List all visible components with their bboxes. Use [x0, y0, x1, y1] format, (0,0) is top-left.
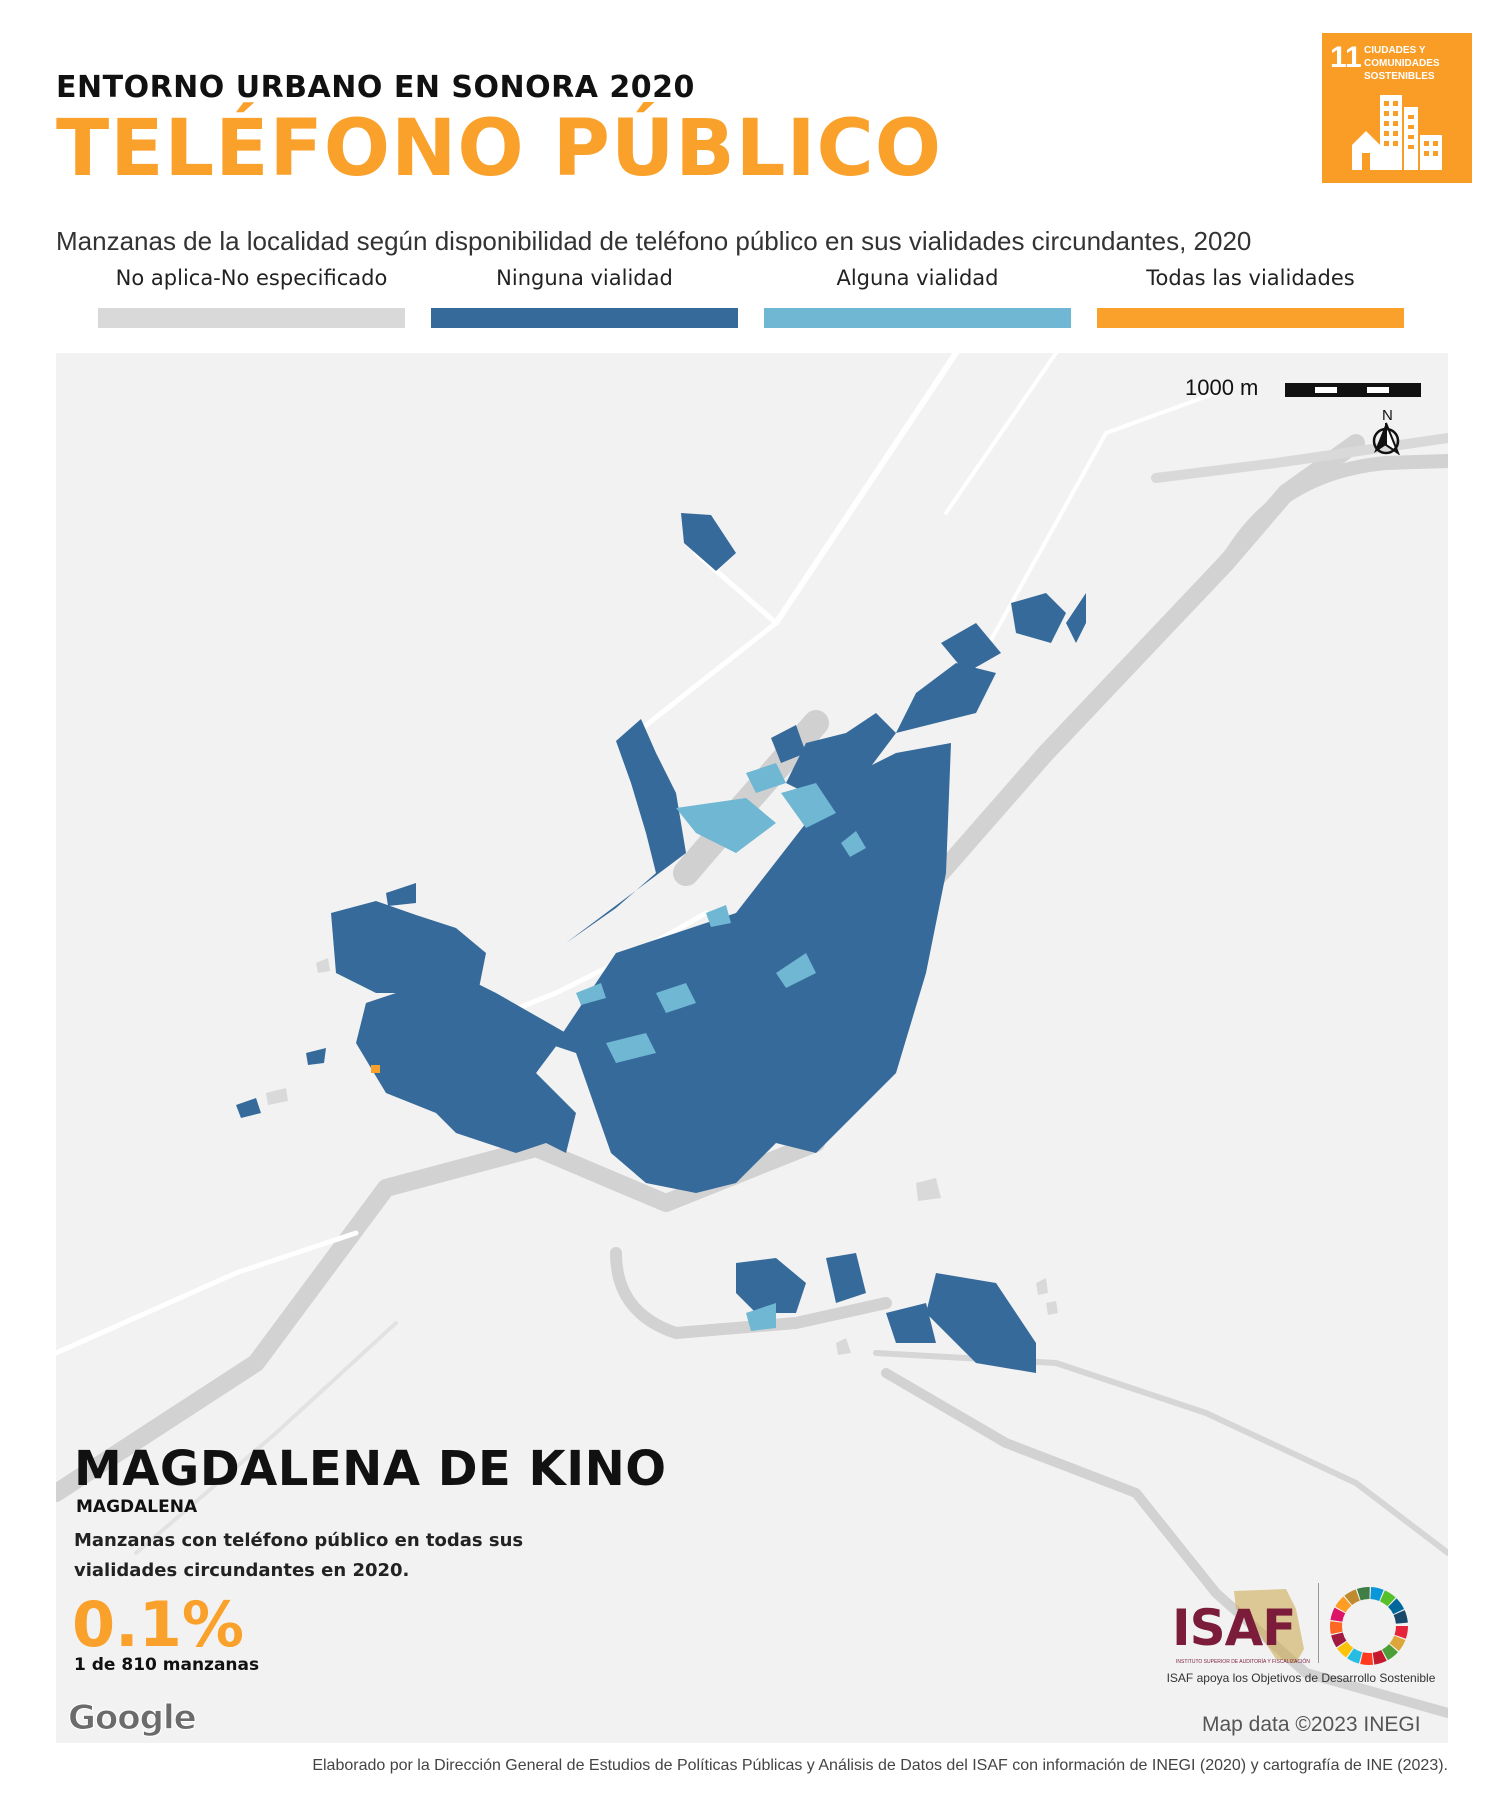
legend-label: Ninguna vialidad [496, 266, 673, 290]
legend-item-ninguna: Ninguna vialidad [431, 266, 738, 328]
legend-swatch [1097, 308, 1404, 328]
road-south [610, 1247, 892, 1339]
road-north [773, 353, 959, 626]
google-logo: Google [68, 1698, 198, 1739]
far-ne [1011, 593, 1066, 643]
stat-value: 0.1% [72, 1588, 244, 1661]
na-6 [316, 958, 330, 973]
legend-swatch [431, 308, 738, 328]
isaf-wordmark: ISAF [1172, 1599, 1296, 1657]
legend-label: Alguna vialidad [836, 266, 999, 290]
legend-item-todas: Todas las vialidades [1097, 266, 1404, 328]
sw-small [236, 1098, 261, 1118]
ne-small [941, 623, 1001, 673]
alguna-3 [746, 763, 786, 793]
alguna-9 [706, 905, 731, 927]
legend: No aplica-No especificado Ninguna vialid… [98, 266, 1408, 328]
alguna-5 [656, 983, 696, 1013]
road-east-upper [954, 391, 1218, 705]
far-north [681, 513, 736, 571]
municipality-name: MAGDALENA [76, 1497, 198, 1517]
legend-item-no-aplica: No aplica-No especificado [98, 266, 405, 328]
road-sw-2 [134, 1321, 398, 1555]
scale-bar [1285, 383, 1421, 397]
place-name: MAGDALENA DE KINO [74, 1441, 667, 1497]
page-title: TELÉFONO PÚBLICO [56, 104, 943, 194]
alguna-6 [776, 953, 816, 988]
pretitle: ENTORNO URBANO EN SONORA 2020 [56, 70, 695, 105]
blocks-ninguna-vialidad [236, 513, 1086, 1373]
alguna-7 [576, 983, 606, 1005]
northwest-district [331, 901, 486, 1003]
road-north-link [633, 550, 779, 736]
ne-cluster [896, 663, 996, 733]
w-small [306, 1048, 326, 1065]
divider [1318, 1583, 1319, 1663]
alguna-1 [676, 798, 776, 853]
road-west [503, 910, 709, 1016]
blocks-no-aplica [266, 958, 1058, 1355]
na-3 [1036, 1278, 1048, 1295]
ne-tip [1066, 593, 1086, 643]
se-small [886, 1303, 936, 1343]
north-cluster [786, 713, 896, 803]
isaf-tagline: ISAF apoya los Objetivos de Desarrollo S… [1166, 1671, 1436, 1685]
alguna-10 [841, 831, 866, 857]
north-strip [566, 719, 686, 943]
legend-label: No aplica-No especificado [115, 266, 388, 290]
blocks-alguna-vialidad [576, 763, 866, 1331]
central-strip [626, 943, 736, 1003]
stat-description: Manzanas con teléfono público en todas s… [74, 1530, 524, 1581]
sdg-label: CIUDADES Y COMUNIDADES SOSTENIBLES [1364, 45, 1440, 82]
road-north-2 [944, 353, 1058, 515]
south-cluster [736, 1258, 806, 1313]
sdg-11-badge: 11 CIUDADES Y COMUNIDADES SOSTENIBLES [1322, 33, 1472, 183]
scale-label: 1000 m [1185, 375, 1259, 400]
na-2 [916, 1178, 941, 1201]
city-buildings-icon [1352, 95, 1442, 170]
map-attribution[interactable]: Map data ©2023 INEGI [1202, 1713, 1421, 1736]
road-se [881, 1368, 1448, 1718]
nw-small [386, 883, 416, 906]
isaf-logo-block: ISAF INSTITUTO SUPERIOR DE AUDITORÍA Y F… [1156, 1583, 1446, 1693]
north-label: N [1382, 407, 1393, 424]
na-5 [836, 1338, 851, 1355]
highway-loop [1219, 454, 1448, 570]
small-north [771, 725, 806, 763]
map[interactable]: 1000 m N MAGDALENA DE KINO MAGDALENA Man… [56, 353, 1448, 1743]
map-canvas[interactable] [56, 353, 1448, 1743]
alguna-2 [781, 783, 836, 828]
legend-item-alguna: Alguna vialidad [764, 266, 1071, 328]
alguna-4 [606, 1033, 656, 1063]
main-city-blocks [526, 743, 951, 1193]
west-district [356, 973, 576, 1153]
sonora-map-icon [1234, 1589, 1304, 1663]
isaf-subtext: INSTITUTO SUPERIOR DE AUDITORÍA Y FISCAL… [1176, 1659, 1310, 1665]
sdg-number: 11 [1330, 41, 1362, 74]
sdg-wheel-icon [1329, 1587, 1408, 1665]
legend-label: Todas las vialidades [1146, 266, 1355, 290]
subtitle: Manzanas de la localidad según disponibi… [56, 226, 1252, 256]
footer-credit: Elaborado por la Dirección General de Es… [312, 1757, 1448, 1774]
alguna-8 [746, 1303, 776, 1331]
south-small [826, 1253, 866, 1303]
stat-count: 1 de 810 manzanas [74, 1655, 260, 1675]
na-1 [266, 1088, 288, 1105]
legend-swatch [764, 308, 1071, 328]
na-4 [1046, 1301, 1058, 1315]
north-arrow-icon [1372, 422, 1400, 455]
road-sw [56, 1230, 359, 1356]
se-district [926, 1273, 1036, 1373]
legend-swatch [98, 308, 405, 328]
block-todas-vialidades [371, 1065, 380, 1073]
